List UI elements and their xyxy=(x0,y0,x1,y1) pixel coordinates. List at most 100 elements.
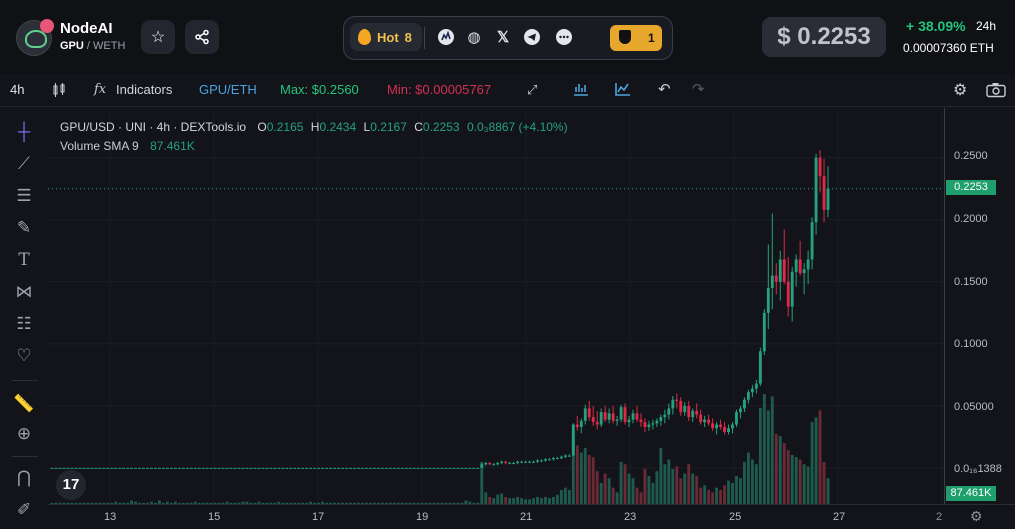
crosshair-icon[interactable]: ┼ xyxy=(17,122,31,141)
candle xyxy=(169,467,173,469)
volume-bar xyxy=(571,433,575,504)
settings-gear-icon[interactable]: ⚙ xyxy=(953,82,968,99)
audit-badge[interactable]: 1 xyxy=(610,25,662,51)
axis-settings-icon[interactable]: ⚙ xyxy=(970,508,983,524)
candle xyxy=(205,467,209,469)
magnet-icon[interactable]: ⋂ xyxy=(17,468,31,487)
candle xyxy=(563,455,567,457)
bar-chart-icon[interactable] xyxy=(573,82,589,99)
candle xyxy=(647,424,651,428)
brush-icon[interactable]: ✎ xyxy=(16,218,32,237)
candle xyxy=(118,467,122,469)
zoom-in-icon[interactable]: ⊕ xyxy=(16,424,32,443)
volume-bar xyxy=(66,502,70,504)
ruler-icon[interactable]: 📏 xyxy=(13,394,35,413)
candle xyxy=(90,467,94,469)
candle xyxy=(229,467,233,469)
volume-bar xyxy=(583,447,587,504)
y-tick: 0.1000 xyxy=(954,338,988,350)
volume-bar xyxy=(225,501,229,504)
trend-line-icon[interactable]: ⟋ xyxy=(18,154,30,173)
legend-high: 0.2434 xyxy=(319,120,357,134)
volume-bar xyxy=(512,498,516,504)
candle xyxy=(158,467,161,469)
legend-change: 0.0₃8867 (+4.10%) xyxy=(466,120,568,134)
volume-bar xyxy=(201,502,205,504)
volume-bar xyxy=(639,492,643,504)
volume-bar xyxy=(349,502,352,504)
volume-bar xyxy=(261,502,265,504)
volume-bar xyxy=(217,502,221,504)
volume-bar xyxy=(353,502,356,504)
more-icon[interactable] xyxy=(554,28,574,48)
volume-bar xyxy=(476,502,480,504)
candle xyxy=(78,467,82,469)
candle xyxy=(460,467,464,469)
candle-type-icon[interactable] xyxy=(52,82,66,101)
volume-bar xyxy=(249,502,253,504)
volume-bar xyxy=(337,502,340,504)
hot-rank-button[interactable]: Hot 8 xyxy=(350,23,422,51)
volume-bar xyxy=(782,443,786,504)
volume-bar xyxy=(90,502,94,504)
candle xyxy=(579,420,583,428)
candle xyxy=(329,467,332,469)
price-chart[interactable] xyxy=(48,108,943,504)
pair-toggle[interactable]: GPU/ETH xyxy=(199,82,257,97)
lock-pencil-icon[interactable]: ✐ xyxy=(16,500,32,519)
candle xyxy=(651,423,655,425)
volume-bar xyxy=(774,433,778,504)
volume-bar xyxy=(814,417,818,504)
candle xyxy=(516,461,520,464)
horizontal-lines-icon[interactable]: ☰ xyxy=(16,186,32,205)
volume-bar xyxy=(134,501,137,504)
candle xyxy=(94,467,98,469)
volume-bar xyxy=(432,502,436,504)
candle xyxy=(114,467,118,469)
volume-bar xyxy=(500,493,504,504)
globe-icon[interactable]: ◍ xyxy=(467,29,481,46)
favorite-button[interactable]: ☆ xyxy=(141,20,175,54)
share-button[interactable] xyxy=(185,20,219,54)
fullscreen-icon[interactable]: ⤢ xyxy=(527,82,538,97)
candle xyxy=(595,422,599,425)
text-tool-icon[interactable]: T xyxy=(18,250,30,270)
candle xyxy=(281,467,285,469)
candle xyxy=(806,259,810,270)
time-axis: 13 15 17 19 21 23 25 27 2 ⚙ xyxy=(48,504,1015,529)
line-chart-icon[interactable] xyxy=(615,82,631,99)
candle xyxy=(412,467,416,469)
volume-bar xyxy=(623,464,627,504)
pattern-icon[interactable]: ⋈ xyxy=(15,282,33,301)
candle xyxy=(607,413,611,420)
volume-bar xyxy=(703,485,707,504)
candle xyxy=(185,467,189,469)
candle xyxy=(181,467,185,469)
x-icon[interactable]: 𝕏 xyxy=(496,29,510,46)
telegram-icon[interactable] xyxy=(522,28,542,48)
volume-bar xyxy=(671,468,675,504)
indicators-button[interactable]: Indicators xyxy=(116,82,173,97)
redo-icon[interactable]: ↷ xyxy=(692,81,705,98)
candle xyxy=(130,467,134,469)
chart-icon[interactable] xyxy=(436,28,456,48)
volume-bar xyxy=(265,502,269,504)
volume-bar xyxy=(699,487,703,504)
candle xyxy=(349,467,352,469)
volume-bar xyxy=(138,502,141,504)
volume-bar xyxy=(548,498,551,504)
candle xyxy=(571,424,575,456)
camera-icon[interactable] xyxy=(986,82,1006,101)
interval-selector[interactable]: 4h xyxy=(10,82,25,97)
volume-bar xyxy=(627,473,631,504)
candle xyxy=(603,412,607,420)
undo-icon[interactable]: ↶ xyxy=(658,81,671,98)
volume-bar xyxy=(54,502,58,504)
volume-legend-value: 87.461K xyxy=(150,139,195,153)
favorites-heart-icon[interactable]: ♡ xyxy=(16,346,32,365)
volume-bar xyxy=(563,487,567,504)
fib-icon[interactable]: ☷ xyxy=(16,314,32,333)
volume-bar xyxy=(496,494,500,504)
x-tick-partial: 2 xyxy=(936,511,943,523)
volume-bar xyxy=(384,502,388,504)
